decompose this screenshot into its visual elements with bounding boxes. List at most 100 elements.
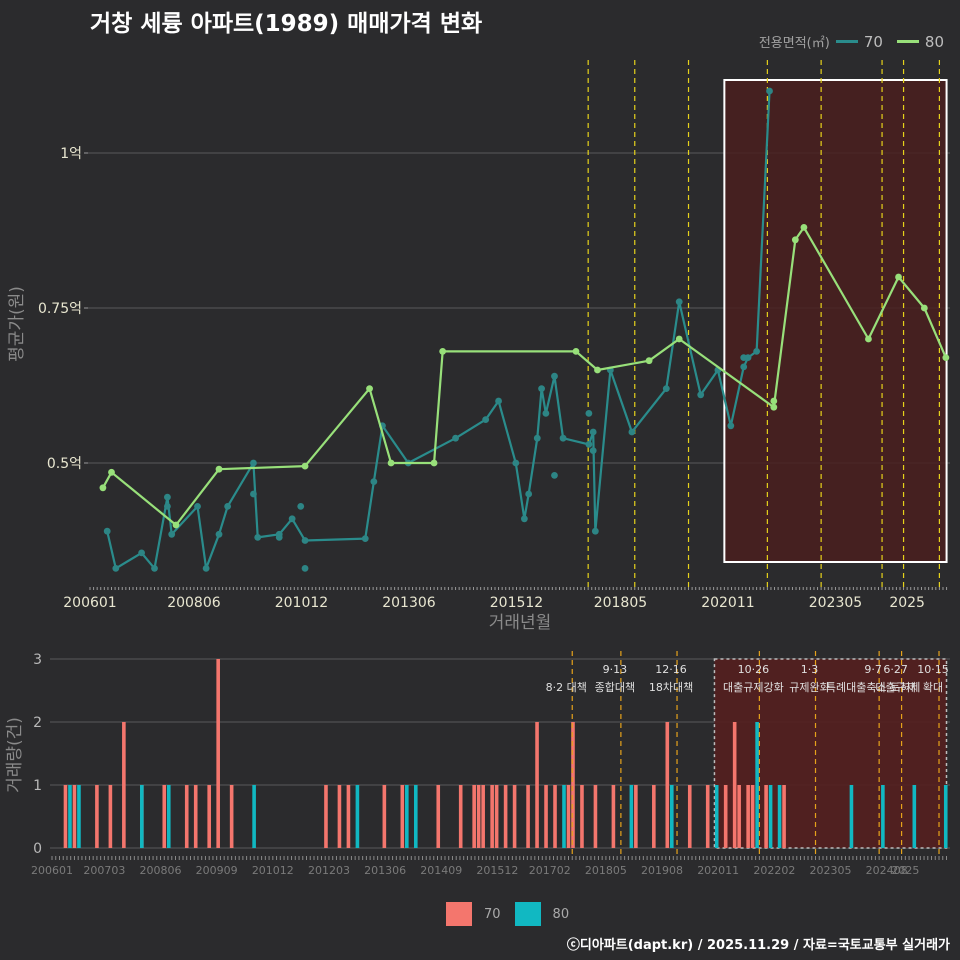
x-tick-label: 201805 bbox=[594, 595, 647, 611]
x-tick-label: 2025 bbox=[889, 595, 925, 611]
data-point-70 bbox=[297, 503, 305, 510]
bar-y-axis-title: 거래량(건) bbox=[5, 717, 25, 793]
bar-70 bbox=[593, 785, 598, 848]
data-point-80 bbox=[675, 335, 683, 343]
page-title: 거창 세륭 아파트(1989) 매매가격 변화 bbox=[90, 11, 483, 37]
policy-date-label: 9·13 bbox=[603, 663, 628, 676]
data-point-80 bbox=[572, 348, 580, 355]
y-tick-label: 0.5억 bbox=[47, 456, 82, 472]
data-point-80 bbox=[387, 459, 395, 467]
data-point-70 bbox=[361, 535, 369, 543]
legend-label-80: 80 bbox=[924, 32, 944, 51]
bar-80 bbox=[77, 785, 81, 848]
data-point-80 bbox=[108, 468, 115, 476]
data-point-70 bbox=[589, 428, 597, 436]
bar-80 bbox=[849, 785, 854, 848]
data-point-70 bbox=[525, 490, 533, 498]
bar-80 bbox=[413, 785, 418, 848]
bar-80 bbox=[140, 785, 144, 848]
data-point-70 bbox=[589, 447, 597, 454]
data-point-70 bbox=[164, 493, 171, 501]
legend-bottom: 70 80 bbox=[446, 902, 569, 926]
bar-70 bbox=[503, 785, 508, 848]
x-tick-label: 200806 bbox=[167, 595, 221, 611]
data-point-80 bbox=[920, 304, 928, 312]
data-point-70 bbox=[151, 565, 158, 572]
data-point-70 bbox=[215, 530, 223, 538]
data-point-80 bbox=[895, 273, 902, 281]
policy-name-label: 대출규제 bbox=[875, 681, 915, 694]
bar-70 bbox=[705, 785, 710, 848]
bar-x-tick-label: 201512 bbox=[476, 864, 518, 877]
bar-y-tick-label: 2 bbox=[33, 715, 42, 731]
bar-70 bbox=[382, 785, 387, 848]
x-tick-label: 202305 bbox=[809, 595, 862, 611]
data-point-80 bbox=[770, 397, 778, 405]
footer-credit: ⓒ디아파트(dapt.kr) / 2025.11.29 / 자료=국토교통부 실… bbox=[566, 938, 950, 953]
bar-70 bbox=[535, 722, 539, 848]
bar-80 bbox=[562, 785, 566, 848]
bar-70 bbox=[665, 722, 670, 848]
bar-70 bbox=[687, 785, 692, 848]
x-tick-label: 201012 bbox=[275, 595, 328, 611]
data-point-70 bbox=[675, 298, 683, 306]
bar-70 bbox=[723, 785, 728, 848]
data-point-70 bbox=[520, 515, 528, 523]
bar-70 bbox=[737, 785, 741, 848]
bar-70 bbox=[634, 785, 638, 848]
data-point-80 bbox=[645, 357, 653, 365]
bar-x-tick-label: 201012 bbox=[252, 864, 294, 877]
bar-x-tick-label: 202305 bbox=[809, 864, 851, 877]
legend-label-70: 70 bbox=[863, 32, 883, 51]
bar-x-tick-label: 201306 bbox=[364, 864, 406, 877]
bar-70 bbox=[108, 785, 113, 848]
data-point-80 bbox=[865, 335, 872, 343]
policy-name-label: 종합대책 bbox=[595, 681, 635, 694]
policy-name-label: 대출규제강화 bbox=[723, 681, 784, 694]
bar-x-tick-label: 200703 bbox=[83, 864, 125, 877]
data-point-80 bbox=[800, 224, 808, 231]
bar-80 bbox=[768, 785, 773, 848]
bar-x-tick-label: 2025 bbox=[891, 864, 919, 877]
legend-title: 전용면적(㎡) bbox=[758, 36, 830, 51]
bar-70 bbox=[764, 785, 768, 848]
bar-80 bbox=[166, 785, 171, 848]
policy-date-label: 1·3 bbox=[801, 663, 819, 676]
data-point-80 bbox=[594, 366, 601, 374]
bar-x-tick-label: 201409 bbox=[420, 864, 462, 877]
bar-70 bbox=[782, 785, 786, 848]
bar-x-tick-label: 200909 bbox=[196, 864, 238, 877]
bar-80 bbox=[68, 785, 72, 848]
bar-80 bbox=[714, 785, 719, 848]
data-point-80 bbox=[301, 462, 309, 470]
legend-box-80 bbox=[514, 902, 541, 926]
bar-70 bbox=[346, 785, 351, 848]
data-point-80 bbox=[366, 385, 373, 392]
data-point-70 bbox=[559, 434, 567, 442]
bar-70 bbox=[544, 785, 548, 848]
data-point-70 bbox=[194, 503, 201, 510]
policy-date-label: 10·26 bbox=[738, 663, 770, 676]
bar-70 bbox=[324, 785, 328, 848]
data-point-70 bbox=[662, 385, 670, 392]
bar-70 bbox=[553, 785, 557, 848]
data-point-70 bbox=[740, 354, 748, 361]
policy-date-label: 6·27 bbox=[883, 663, 908, 676]
bar-70 bbox=[95, 785, 99, 848]
series-line-80 bbox=[101, 226, 947, 527]
bar-80 bbox=[252, 785, 256, 848]
data-point-70 bbox=[301, 537, 309, 544]
data-point-70 bbox=[164, 503, 171, 510]
bar-80 bbox=[669, 785, 674, 848]
bar-x-tick-label: 200601 bbox=[31, 864, 73, 877]
series-line-70 bbox=[106, 90, 771, 570]
bar-80 bbox=[405, 785, 409, 848]
data-point-70 bbox=[495, 397, 502, 405]
bar-80 bbox=[355, 785, 360, 848]
bar-70 bbox=[207, 785, 211, 848]
bar-70 bbox=[436, 785, 441, 848]
data-point-70 bbox=[591, 527, 599, 535]
bar-70 bbox=[472, 785, 476, 848]
data-point-70 bbox=[628, 428, 636, 436]
